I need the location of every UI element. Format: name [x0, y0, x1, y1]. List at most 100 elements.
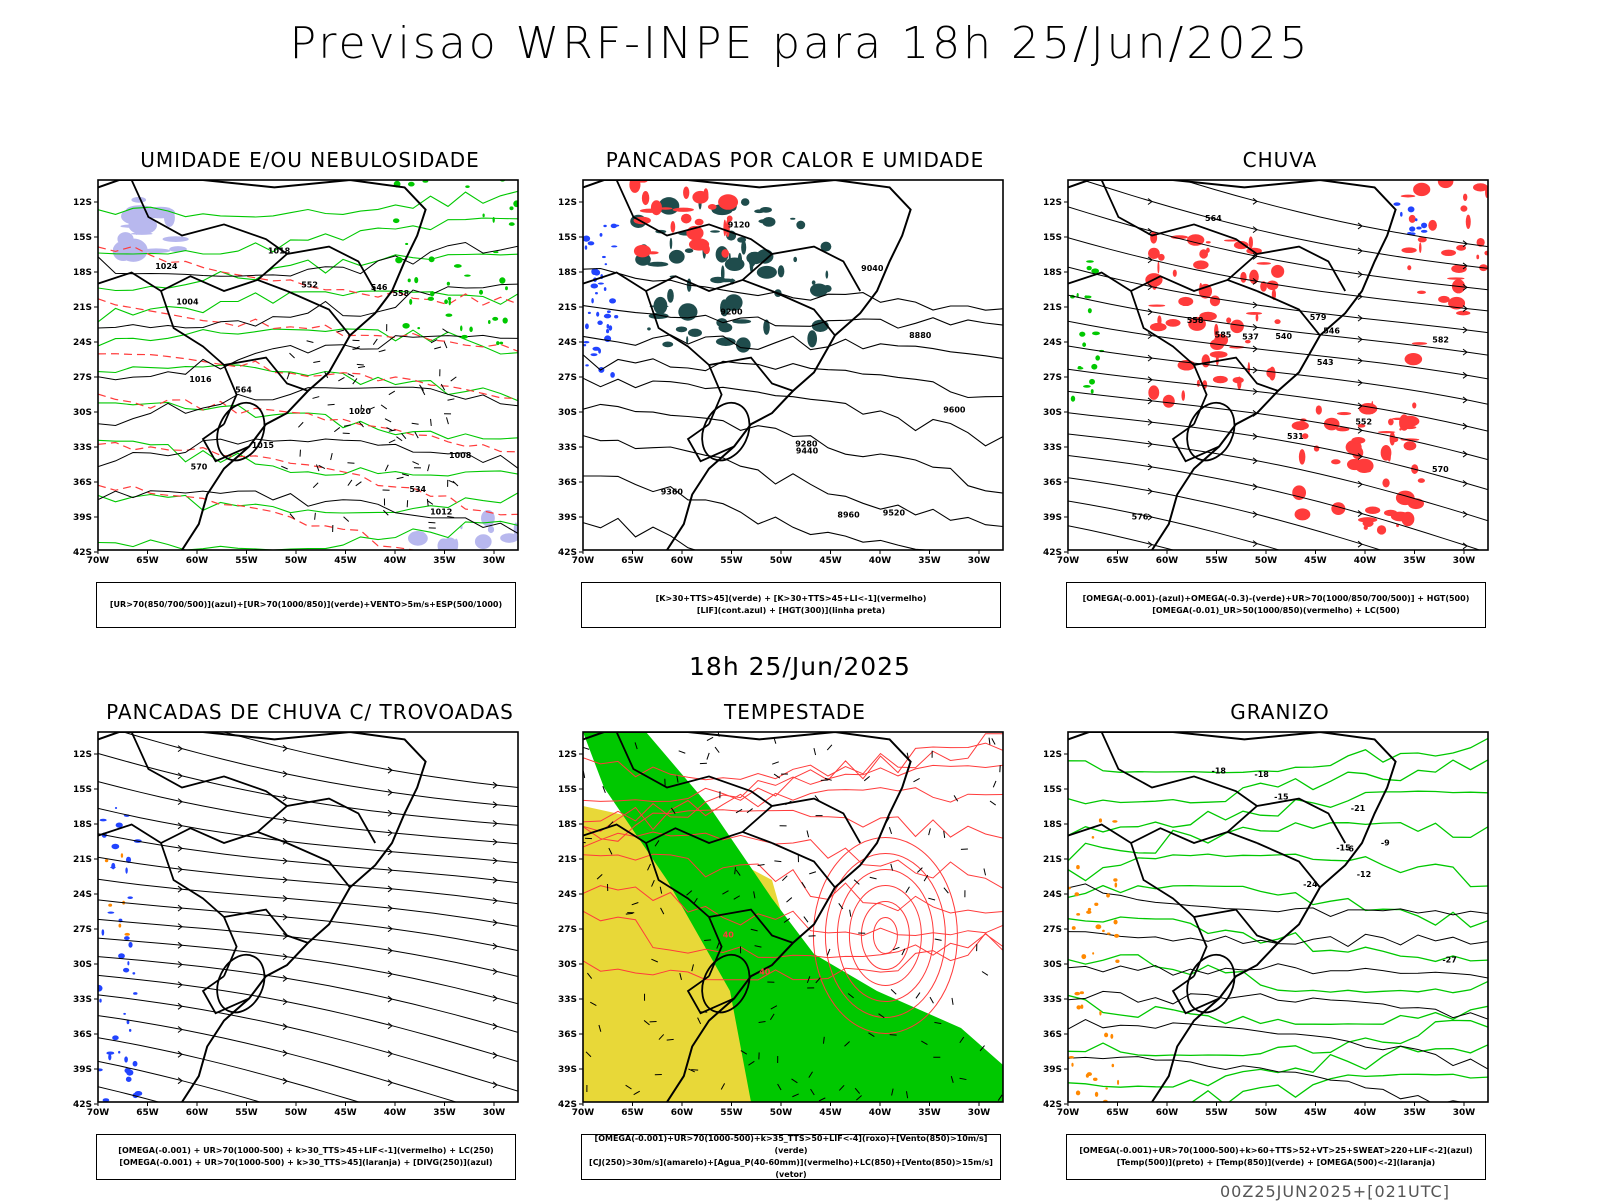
- convective-area: [736, 337, 751, 352]
- wind-vector: [446, 417, 448, 424]
- humidity-area: [488, 320, 491, 324]
- wind-vector: [337, 330, 344, 332]
- humidity-area: [445, 314, 452, 317]
- omega-area: [1400, 212, 1403, 217]
- lat-label: 12S: [558, 750, 577, 760]
- lat-label: 39S: [1043, 513, 1062, 523]
- lifted-index-area: [609, 298, 616, 303]
- lat-label: 15S: [73, 785, 92, 795]
- lat-label: 30S: [73, 408, 92, 418]
- wind-vector: [990, 801, 996, 805]
- contour-label: 579: [1310, 313, 1327, 322]
- map-frame: [1068, 180, 1488, 550]
- streamline: [98, 808, 518, 862]
- lat-label: 36S: [1043, 478, 1062, 488]
- lifted-index-area: [605, 263, 608, 265]
- omega-area: [1079, 332, 1085, 337]
- humidity-area: [496, 341, 499, 345]
- lon-label: 40W: [869, 1108, 892, 1118]
- stream-arrow: [493, 995, 497, 1001]
- humidity-area: [513, 200, 520, 207]
- wind-vector: [386, 428, 392, 431]
- wind-vector: [984, 868, 986, 875]
- wind-vector: [412, 423, 419, 424]
- wind-vector: [313, 483, 318, 488]
- lat-label: 33S: [558, 995, 577, 1005]
- streamline: [1068, 391, 1488, 459]
- contour-label: 9600: [943, 406, 966, 415]
- omega500-area: [1114, 920, 1118, 925]
- lat-label: 21S: [558, 303, 577, 313]
- omega500-area: [1092, 836, 1095, 839]
- rain-area: [1331, 459, 1341, 464]
- wind-vector: [944, 888, 948, 893]
- rain-area: [1181, 390, 1185, 401]
- rain-area: [1399, 428, 1401, 430]
- lon-label: 50W: [285, 556, 308, 566]
- omega500-area: [1114, 934, 1119, 938]
- lat-label: 30S: [1043, 408, 1062, 418]
- border-line: [1068, 273, 1257, 292]
- divergence-area: [125, 867, 127, 873]
- hgt300-contour: [583, 306, 1003, 329]
- map-pancadas-calor: 9600952094409360928092009120904089608880…: [555, 178, 1035, 578]
- lifted-index-area: [611, 245, 617, 247]
- divergence-area: [133, 1061, 138, 1067]
- lon-label: 55W: [1205, 1108, 1228, 1118]
- lifted-index-area: [590, 353, 597, 356]
- stream-arrow: [1358, 541, 1362, 547]
- omega-area: [1095, 355, 1100, 360]
- rain-area: [1337, 412, 1351, 415]
- lat-label: 15S: [73, 233, 92, 243]
- rain-area: [1213, 376, 1228, 383]
- lat-label: 21S: [1043, 855, 1062, 865]
- legend-box: [K>30+TTS>45](verde) + [K>30+TTS>45+LI<-…: [581, 582, 1001, 628]
- convective-area: [670, 238, 673, 250]
- wind-vector: [389, 391, 395, 395]
- lifted-index-area: [611, 224, 617, 229]
- lat-label: 30S: [558, 408, 577, 418]
- lat-label: 15S: [1043, 233, 1062, 243]
- temp500-contour: [1068, 1020, 1488, 1070]
- omega500-area: [1115, 882, 1118, 887]
- wind-vector: [373, 339, 377, 345]
- omega500-area: [1104, 1033, 1108, 1038]
- lat-label: 36S: [558, 1030, 577, 1040]
- lon-label: 50W: [770, 1108, 793, 1118]
- omega500-area: [1087, 1072, 1092, 1076]
- humidity-area: [119, 239, 148, 262]
- omega500-area: [1112, 820, 1117, 823]
- footer-timestamp: 00Z25JUN2025+[021UTC]: [1220, 1182, 1450, 1201]
- divergence-area: [133, 992, 137, 995]
- lon-label: 40W: [1354, 1108, 1377, 1118]
- lifted-index-area: [614, 315, 618, 318]
- lifted-index-area: [604, 287, 607, 291]
- contour-label: -15: [1274, 792, 1289, 801]
- lifted-index-area: [585, 323, 589, 329]
- convective-area: [710, 230, 720, 233]
- lifted-index-area: [606, 329, 609, 333]
- wind-vector: [401, 433, 405, 438]
- convective-area: [669, 250, 685, 264]
- lat-label: 24S: [1043, 338, 1062, 348]
- wind-vector: [786, 898, 791, 903]
- wind-vector: [334, 427, 340, 431]
- contour-label: -24: [1303, 880, 1318, 889]
- legend-box: [OMEGA(-0.001)+UR>70(1000-500)+k>35_TTS>…: [581, 1134, 1001, 1180]
- border-line: [688, 424, 734, 461]
- lifted-index-area: [600, 233, 603, 237]
- lon-label: 55W: [720, 1108, 743, 1118]
- lon-label: 70W: [1057, 1108, 1080, 1118]
- contour-label: 543: [1317, 358, 1334, 367]
- wind-vector: [289, 353, 294, 358]
- lat-label: 36S: [1043, 1030, 1062, 1040]
- rain-area: [1266, 280, 1278, 290]
- lon-label: 45W: [1304, 556, 1327, 566]
- contour-label: -21: [1351, 804, 1366, 813]
- divergence-area: [99, 999, 101, 1003]
- rain-area: [1158, 254, 1165, 261]
- wind-vector: [807, 830, 809, 837]
- lon-label: 70W: [1057, 556, 1080, 566]
- rain-area: [1365, 506, 1380, 513]
